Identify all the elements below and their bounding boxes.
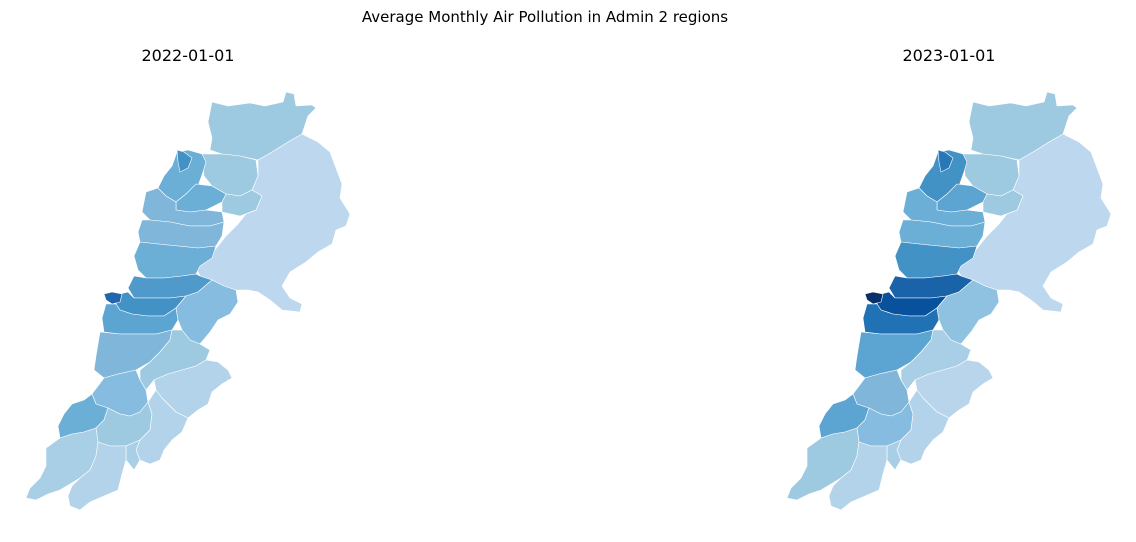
region-hasbaya [896, 389, 950, 465]
region-bsharri [982, 189, 1024, 217]
region-kesrouane [133, 241, 217, 279]
region-beirut [864, 291, 884, 305]
region-beirut [103, 291, 123, 305]
regions-right [786, 91, 1112, 511]
region-bsharri [221, 189, 263, 217]
region-bint-jbeil [67, 441, 127, 511]
region-tripoli [937, 149, 954, 173]
region-akkar [968, 91, 1078, 161]
region-tyre [786, 427, 860, 501]
region-hermel-baalbek [195, 133, 351, 313]
region-tyre [25, 427, 99, 501]
region-akkar [207, 91, 317, 161]
region-hasbaya [135, 389, 189, 465]
figure-title: Average Monthly Air Pollution in Admin 2… [361, 8, 729, 26]
region-kesrouane [894, 241, 978, 279]
panel-title-right: 2023-01-01 [902, 46, 996, 65]
regions-left [25, 91, 351, 511]
region-bint-jbeil [828, 441, 888, 511]
region-hermel-baalbek [956, 133, 1112, 313]
panel-title-left: 2022-01-01 [141, 46, 235, 65]
region-tripoli [176, 149, 193, 173]
